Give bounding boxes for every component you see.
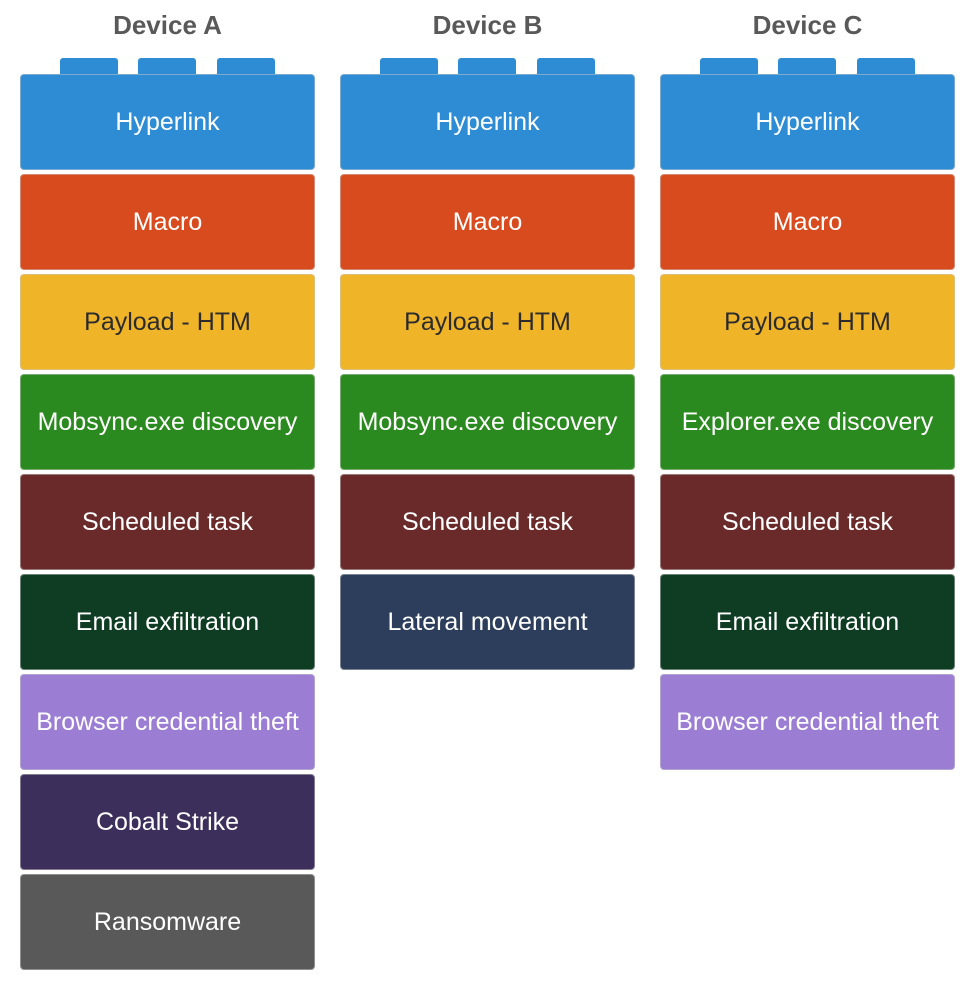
stage-block: Macro [20, 174, 315, 270]
stage-block: Ransomware [20, 874, 315, 970]
stage-block: Hyperlink [20, 74, 315, 170]
stage-block: Hyperlink [340, 74, 635, 170]
stage-block: Mobsync.exe discovery [340, 374, 635, 470]
column-device-a: Device A Hyperlink Macro Payload - HTM M… [20, 10, 315, 974]
stage-block: Email exfiltration [660, 574, 955, 670]
column-device-b: Device B Hyperlink Macro Payload - HTM M… [340, 10, 635, 974]
stage-block: Explorer.exe discovery [660, 374, 955, 470]
stage-block: Payload - HTM [660, 274, 955, 370]
stage-block: Mobsync.exe discovery [20, 374, 315, 470]
column-header: Device B [340, 10, 635, 50]
stage-block: Hyperlink [660, 74, 955, 170]
column-device-c: Device C Hyperlink Macro Payload - HTM E… [660, 10, 955, 974]
stage-block: Lateral movement [340, 574, 635, 670]
stage-block: Payload - HTM [20, 274, 315, 370]
stage-block: Scheduled task [20, 474, 315, 570]
stage-block: Cobalt Strike [20, 774, 315, 870]
diagram-container: Device A Hyperlink Macro Payload - HTM M… [20, 10, 955, 974]
stage-block: Scheduled task [340, 474, 635, 570]
stage-block: Email exfiltration [20, 574, 315, 670]
stage-block: Browser credential theft [660, 674, 955, 770]
column-header: Device A [20, 10, 315, 50]
stage-block: Macro [660, 174, 955, 270]
column-header: Device C [660, 10, 955, 50]
stage-block: Browser credential theft [20, 674, 315, 770]
stage-block: Macro [340, 174, 635, 270]
stage-block: Scheduled task [660, 474, 955, 570]
stage-block: Payload - HTM [340, 274, 635, 370]
